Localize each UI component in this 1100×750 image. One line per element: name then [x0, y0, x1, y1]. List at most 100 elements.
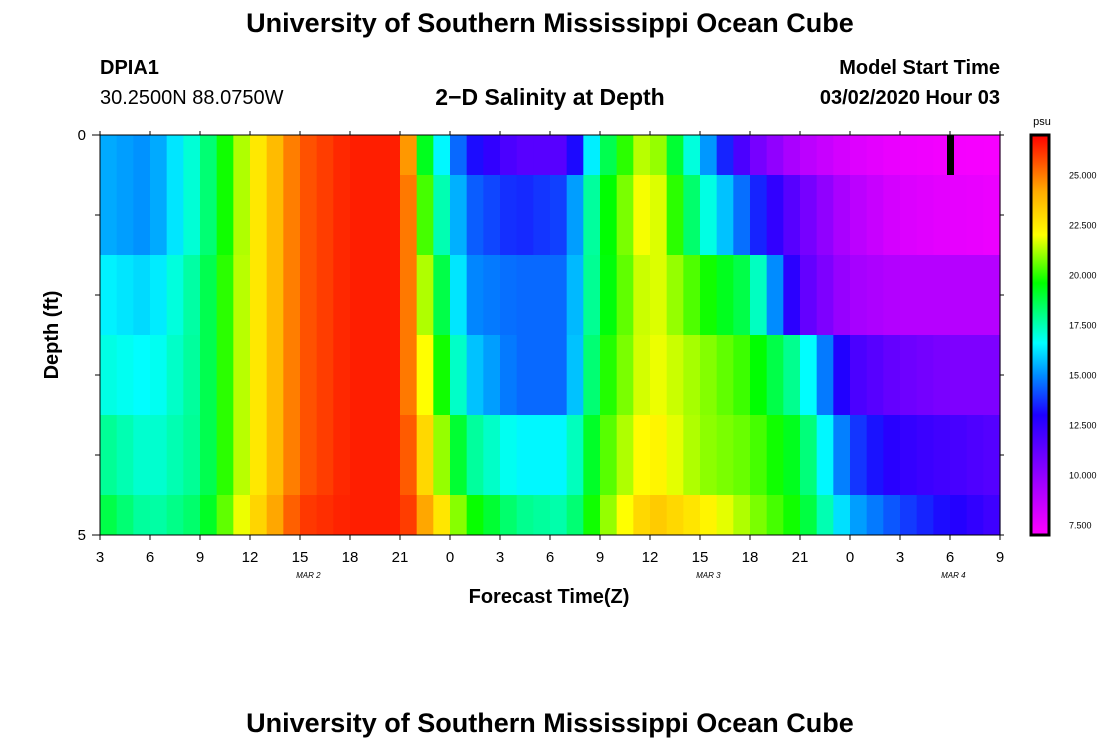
heatmap-cell [133, 495, 151, 535]
heatmap-cell [550, 495, 568, 535]
heatmap-cell [333, 415, 351, 495]
salinity-chart: 3 6 9 12 15 18 21 0 3 6 9 12 15 18 21 0 3 6 9 MAR 2 MAR 3 MAR… [41, 116, 1097, 608]
heatmap-cell [166, 175, 184, 255]
heatmap-cell [766, 335, 784, 415]
heatmap-cell [900, 135, 918, 175]
heatmap-cell [583, 175, 601, 255]
heatmap-cell [266, 335, 284, 415]
heatmap-cell [250, 175, 268, 255]
heatmap-cell [550, 335, 568, 415]
heatmap-cell [483, 255, 501, 335]
heatmap-cell [266, 175, 284, 255]
heatmap-cell [200, 335, 218, 415]
x-tick-label: 12 [642, 549, 659, 566]
heatmap-cell [100, 175, 118, 255]
heatmap-cell [900, 495, 918, 535]
heatmap-cell [350, 335, 368, 415]
colorbar-gradient [1029, 133, 1051, 537]
heatmap-cell [816, 255, 834, 335]
heatmap-cell [350, 255, 368, 335]
heatmap-cell [216, 335, 234, 415]
heatmap-cell [966, 495, 984, 535]
heatmap-cell [100, 415, 118, 495]
heatmap-cell [666, 175, 684, 255]
heatmap-cell [500, 335, 518, 415]
heatmap-cell [466, 335, 484, 415]
heatmap-cell [216, 175, 234, 255]
heatmap-cell [600, 335, 618, 415]
x-tick-label: 15 [292, 549, 309, 566]
heatmap-cell [550, 135, 568, 175]
heatmap-cell [400, 335, 418, 415]
heatmap-cell [150, 135, 168, 175]
heatmap-cell [250, 495, 268, 535]
heatmap-cell [416, 175, 434, 255]
current-time-marker-layer [947, 135, 954, 175]
heatmap-cell [266, 255, 284, 335]
heatmap-cell [250, 135, 268, 175]
heatmap-cell [166, 335, 184, 415]
x-tick-label: 21 [392, 549, 409, 566]
heatmap-cell [666, 335, 684, 415]
heatmap-cell [983, 135, 1001, 175]
heatmap-cell [366, 415, 384, 495]
heatmap-cell [200, 175, 218, 255]
heatmap-cell [366, 135, 384, 175]
heatmap-cell [550, 255, 568, 335]
heatmap-cell [650, 415, 668, 495]
heatmap-cell [466, 135, 484, 175]
heatmap-cell [633, 135, 651, 175]
heatmap-cell [466, 175, 484, 255]
heatmap-cell [600, 135, 618, 175]
heatmap-cell [816, 495, 834, 535]
heatmap-cell [966, 335, 984, 415]
heatmap-cell [883, 255, 901, 335]
heatmap-cell [983, 335, 1001, 415]
heatmap-cell [483, 495, 501, 535]
heatmap-cell [633, 255, 651, 335]
heatmap-cell [366, 175, 384, 255]
heatmap-cell [483, 415, 501, 495]
heatmap-cell [516, 135, 534, 175]
x-axis-title: Forecast Time(Z) [469, 586, 630, 608]
y-axis-title: Depth (ft) [41, 291, 63, 380]
heatmap-cell [533, 255, 551, 335]
heatmap-cell [300, 255, 318, 335]
heatmap-cell [966, 415, 984, 495]
heatmap-cell [266, 495, 284, 535]
heatmap-cell [716, 175, 734, 255]
colorbar-tick-label: 20.000 [1069, 271, 1097, 281]
heatmap-cell [866, 175, 884, 255]
heatmap-cell [566, 415, 584, 495]
heatmap-cell [300, 415, 318, 495]
heatmap-cell [183, 495, 201, 535]
y-tick-label: 5 [78, 527, 86, 544]
heatmap-cell [400, 175, 418, 255]
heatmap-cell [833, 495, 851, 535]
heatmap-cell [550, 175, 568, 255]
heatmap-cell [583, 335, 601, 415]
heatmap-cell [216, 415, 234, 495]
heatmap-cell [783, 495, 801, 535]
heatmap-cells [100, 135, 1001, 535]
heatmap-cell [533, 135, 551, 175]
heatmap-cell [733, 415, 751, 495]
heatmap-cell [683, 175, 701, 255]
heatmap-cell [700, 335, 718, 415]
heatmap-cell [450, 495, 468, 535]
heatmap-cell [616, 135, 634, 175]
heatmap-cell [466, 255, 484, 335]
heatmap-cell [166, 135, 184, 175]
heatmap-cell [433, 255, 451, 335]
heatmap-cell [866, 495, 884, 535]
x-tick-label: 9 [996, 549, 1004, 566]
heatmap-cell [983, 495, 1001, 535]
heatmap-cell [183, 175, 201, 255]
heatmap-cell [516, 495, 534, 535]
heatmap-cell [583, 495, 601, 535]
heatmap-cell [150, 255, 168, 335]
heatmap-cell [816, 135, 834, 175]
heatmap-cell [950, 255, 968, 335]
heatmap-cell [616, 495, 634, 535]
heatmap-cell [266, 135, 284, 175]
